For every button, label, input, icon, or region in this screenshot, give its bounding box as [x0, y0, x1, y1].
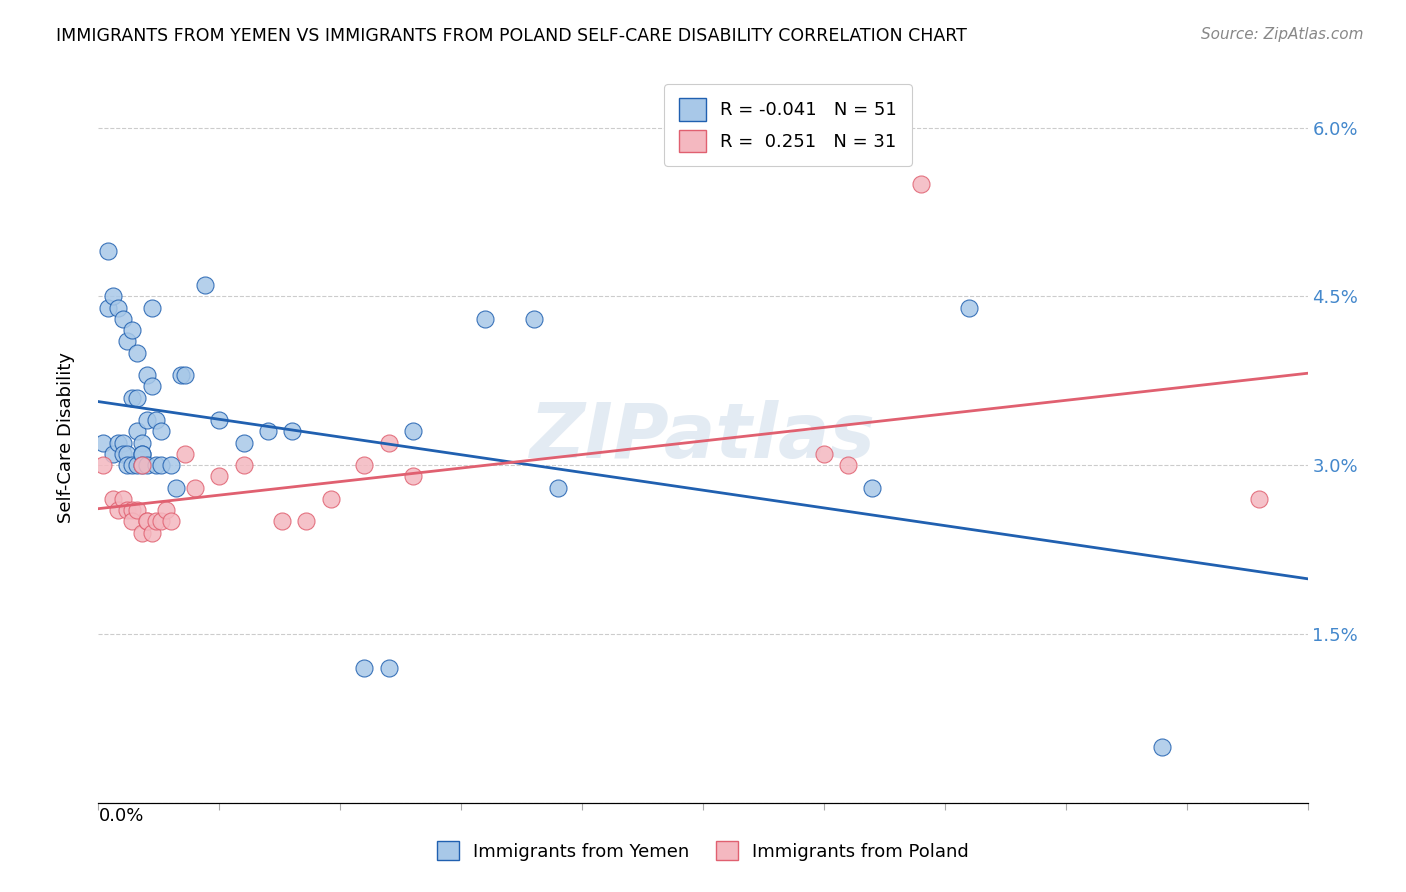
Point [135, 368, 157, 383]
Point [127, 503, 149, 517]
Point [141, 301, 163, 315]
Point [1152, 739, 1174, 754]
Point [1249, 491, 1271, 506]
Point [131, 447, 153, 461]
Point [135, 458, 157, 473]
Point [131, 447, 153, 461]
Point [377, 661, 399, 675]
Point [111, 447, 134, 461]
Point [319, 491, 342, 506]
Legend: R = -0.041   N = 51, R =  0.251   N = 31: R = -0.041 N = 51, R = 0.251 N = 31 [665, 84, 911, 166]
Text: Source: ZipAtlas.com: Source: ZipAtlas.com [1201, 27, 1364, 42]
Point [150, 425, 173, 439]
Point [232, 458, 254, 473]
Point [111, 435, 134, 450]
Point [232, 435, 254, 450]
Point [101, 491, 124, 506]
Point [107, 503, 129, 517]
Point [523, 312, 546, 326]
Point [141, 525, 163, 540]
Point [131, 435, 153, 450]
Point [111, 312, 134, 326]
Point [377, 435, 399, 450]
Point [208, 413, 231, 427]
Point [402, 469, 425, 483]
Point [160, 458, 183, 473]
Point [271, 515, 294, 529]
Point [135, 515, 157, 529]
Point [184, 481, 207, 495]
Legend: Immigrants from Yemen, Immigrants from Poland: Immigrants from Yemen, Immigrants from P… [427, 832, 979, 870]
Point [91, 435, 114, 450]
Point [107, 435, 129, 450]
Point [121, 458, 143, 473]
Point [174, 368, 197, 383]
Point [165, 481, 187, 495]
Point [208, 469, 231, 483]
Point [111, 491, 134, 506]
Point [131, 458, 153, 473]
Point [194, 278, 217, 293]
Point [127, 345, 149, 359]
Point [97, 244, 120, 259]
Point [174, 447, 197, 461]
Point [121, 391, 143, 405]
Y-axis label: Self-Care Disability: Self-Care Disability [56, 351, 75, 523]
Point [957, 301, 980, 315]
Point [295, 515, 318, 529]
Point [117, 503, 139, 517]
Point [145, 413, 167, 427]
Point [402, 425, 425, 439]
Point [135, 413, 157, 427]
Point [101, 447, 124, 461]
Point [353, 661, 375, 675]
Point [160, 515, 183, 529]
Point [155, 503, 177, 517]
Point [474, 312, 496, 326]
Point [256, 425, 278, 439]
Point [281, 425, 304, 439]
Point [127, 458, 149, 473]
Text: 0.0%: 0.0% [98, 807, 143, 825]
Point [547, 481, 569, 495]
Point [127, 425, 149, 439]
Point [141, 379, 163, 393]
Point [117, 458, 139, 473]
Point [121, 515, 143, 529]
Point [97, 301, 120, 315]
Point [131, 458, 153, 473]
Point [145, 458, 167, 473]
Point [860, 481, 883, 495]
Point [131, 525, 153, 540]
Point [150, 515, 173, 529]
Point [101, 289, 124, 303]
Point [107, 301, 129, 315]
Point [121, 503, 143, 517]
Point [117, 447, 139, 461]
Point [135, 515, 157, 529]
Point [813, 447, 835, 461]
Point [127, 391, 149, 405]
Point [169, 368, 191, 383]
Point [91, 458, 114, 473]
Point [121, 323, 143, 337]
Point [117, 334, 139, 349]
Point [150, 458, 173, 473]
Point [353, 458, 375, 473]
Text: IMMIGRANTS FROM YEMEN VS IMMIGRANTS FROM POLAND SELF-CARE DISABILITY CORRELATION: IMMIGRANTS FROM YEMEN VS IMMIGRANTS FROM… [56, 27, 967, 45]
Point [910, 177, 932, 191]
Point [145, 515, 167, 529]
Point [837, 458, 859, 473]
Text: ZIPatlas: ZIPatlas [530, 401, 876, 474]
